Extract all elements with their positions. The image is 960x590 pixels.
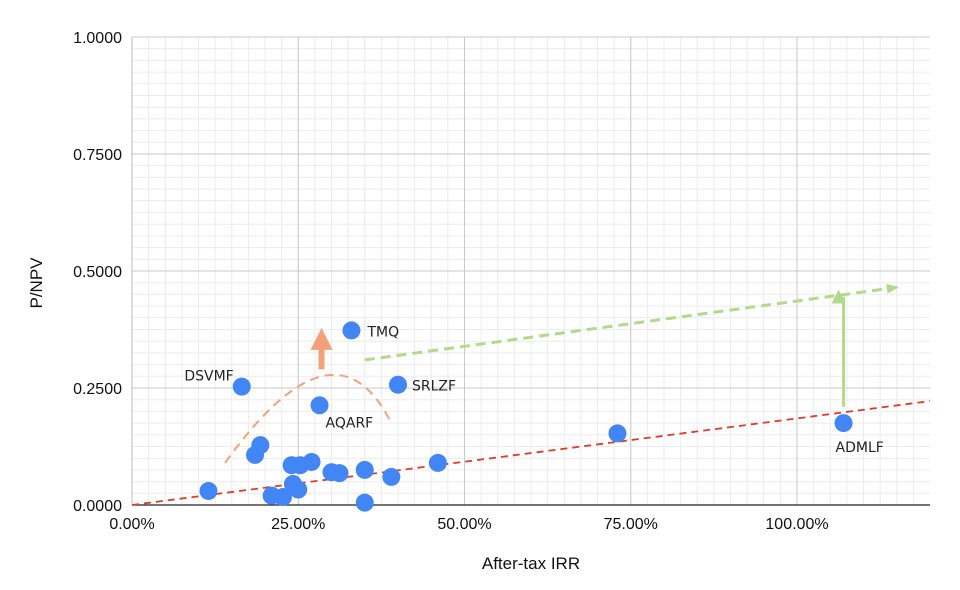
data-point [330, 464, 349, 483]
data-point [251, 436, 270, 455]
data-point [355, 460, 374, 479]
x-tick-label: 50.00% [437, 516, 491, 533]
point-label: DSVMF [184, 369, 233, 385]
point-labels: DSVMF AQARF TMQ SRLZF ADMLF [184, 324, 884, 456]
point-label: ADMLF [836, 440, 884, 456]
annotations [131, 283, 931, 506]
major-gridlines [132, 36, 930, 505]
x-tick-label: 100.00% [765, 516, 828, 533]
data-point [428, 453, 447, 472]
y-axis-title: P/NPV [27, 257, 46, 309]
y-tick-label: 0.5000 [73, 264, 122, 281]
data-point [389, 375, 407, 394]
data-point [232, 377, 251, 396]
data-point [608, 424, 627, 443]
point-label: TMQ [366, 324, 399, 340]
data-point [342, 321, 361, 340]
y-tick-label: 1.0000 [73, 30, 122, 47]
data-point [289, 480, 308, 499]
y-tick-label: 0.0000 [73, 498, 122, 515]
data-point [382, 467, 401, 486]
x-tick-label: 75.00% [604, 516, 658, 533]
data-point [310, 396, 329, 415]
y-tick-labels: 0.0000 0.2500 0.5000 0.7500 1.0000 [73, 30, 122, 515]
data-point [834, 414, 853, 433]
data-point [355, 493, 374, 512]
data-point [199, 481, 218, 500]
data-point [273, 488, 292, 507]
point-label: AQARF [326, 415, 374, 431]
arrow-annotation [364, 283, 899, 362]
data-point [302, 452, 321, 471]
data-points [199, 321, 853, 512]
point-label: SRLZF [412, 379, 456, 395]
y-tick-label: 0.2500 [73, 381, 122, 398]
x-tick-label: 0.00% [109, 516, 154, 533]
x-tick-labels: 0.00% 25.00% 50.00% 75.00% 100.00% [109, 516, 828, 533]
y-tick-label: 0.7500 [73, 147, 122, 164]
x-axis-title: After-tax IRR [482, 554, 580, 573]
trendline [131, 400, 931, 506]
x-tick-label: 25.00% [271, 516, 325, 533]
